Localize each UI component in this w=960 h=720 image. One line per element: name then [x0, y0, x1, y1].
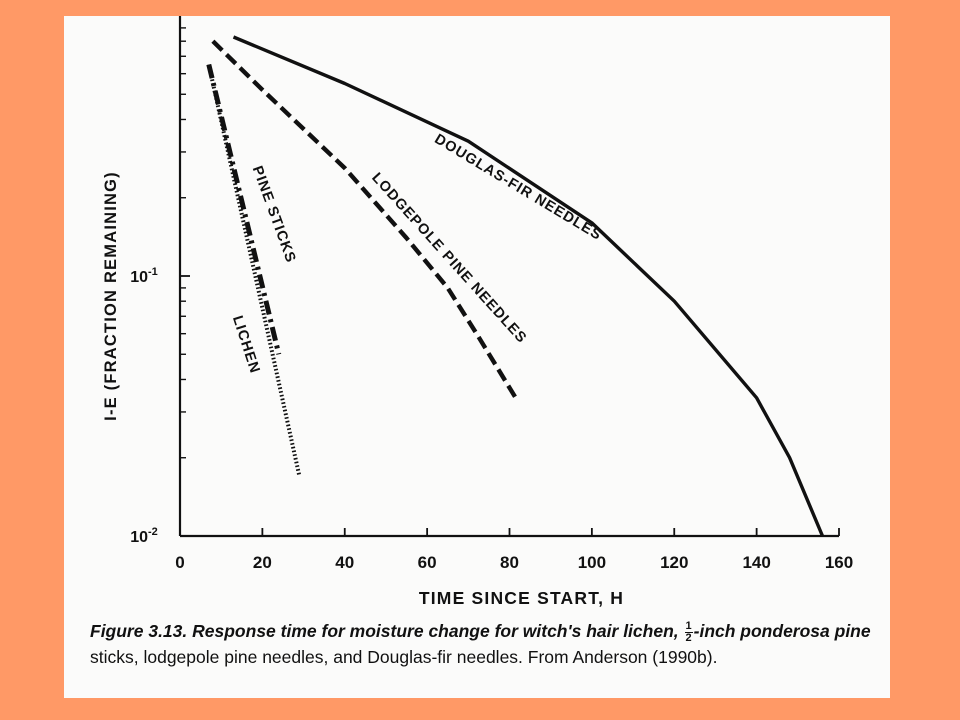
x-tick-label: 20: [253, 553, 272, 572]
x-tick-label: 120: [660, 553, 688, 572]
caption-text-2: -inch ponderosa pine: [693, 621, 871, 641]
series-line-pine-sticks: [206, 64, 282, 355]
x-tick-label: 60: [418, 553, 437, 572]
series-label: LICHEN: [229, 314, 263, 376]
series-line-lichen: [206, 64, 302, 477]
y-tick-label: 10-1: [130, 266, 158, 286]
series-label: PINE STICKS: [249, 164, 299, 265]
x-tick-label: 80: [500, 553, 519, 572]
x-tick-label: 40: [335, 553, 354, 572]
series-label: DOUGLAS-FIR NEEDLES: [432, 131, 605, 244]
caption-line-2: sticks, lodgepole pine needles, and Doug…: [90, 647, 718, 667]
series-label: LODGEPOLE PINE NEEDLES: [368, 170, 529, 347]
fraction-denominator: 2: [685, 631, 692, 644]
chart: 0 20 40 60 80 100 120 140 160 10-1 10-2 TIME SINCE …: [102, 16, 853, 608]
x-tick-label: 160: [825, 553, 853, 572]
y-tick-label: 10-2: [130, 526, 158, 546]
series-line-douglas-fir-needles: [232, 35, 825, 537]
x-tick-label: 0: [175, 553, 184, 572]
figure-label: Figure 3.13.: [90, 621, 188, 641]
x-tick-label: 100: [578, 553, 606, 572]
figure-caption: Figure 3.13. Response time for moisture …: [90, 618, 890, 670]
series-line-lodgepole-pine-needles: [211, 39, 520, 403]
y-axis-title: I-E (FRACTION REMAINING): [102, 171, 120, 421]
x-axis-title: TIME SINCE START, H: [419, 588, 624, 608]
figure-page: 0 20 40 60 80 100 120 140 160 10-1 10-2 TIME SINCE …: [64, 16, 890, 698]
fraction-numerator: 1: [684, 619, 693, 633]
series-lines: [206, 35, 825, 537]
caption-text-1: Response time for moisture change for wi…: [192, 621, 679, 641]
x-tick-label: 140: [742, 553, 770, 572]
axes: 0 20 40 60 80 100 120 140 160 10-1 10-2 TIME SINCE …: [102, 16, 853, 608]
